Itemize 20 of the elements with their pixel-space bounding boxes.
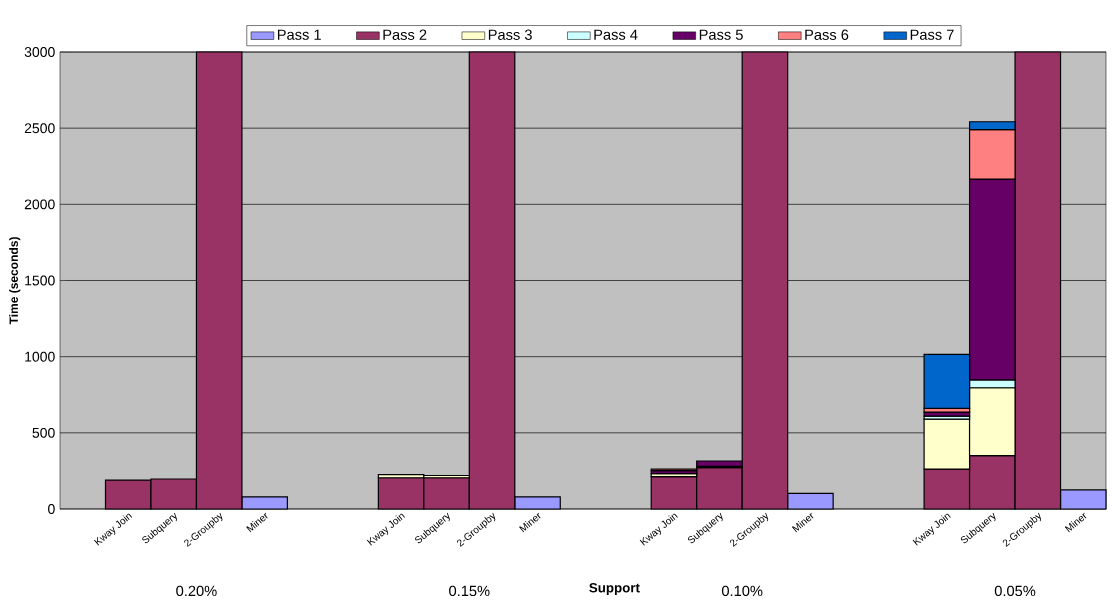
text: 0.10%	[721, 585, 763, 597]
y-tick-label: 0	[48, 504, 55, 514]
y-tick-label: 2500	[24, 123, 55, 134]
legend-label: Pass 1	[277, 29, 321, 40]
legend-label: Pass 7	[910, 29, 954, 40]
legend-label: Pass 5	[699, 29, 743, 40]
y-tick-label: 1500	[25, 275, 55, 286]
y-axis-title: Time (seconds)	[9, 237, 21, 325]
text: 0.15%	[449, 585, 490, 597]
y-tick-label: 3000	[24, 47, 55, 57]
y-tick-label: 1000	[25, 351, 55, 362]
y-tick-label: 2000	[24, 199, 55, 210]
legend-label: Pass 6	[805, 29, 849, 40]
text: 0.05%	[994, 585, 1036, 597]
legend-label: Pass 2	[383, 29, 427, 40]
legend-label: Pass 4	[594, 29, 638, 40]
text: 0.20%	[176, 585, 217, 597]
legend-label: Pass 3	[488, 29, 532, 40]
x-axis-title: Support	[589, 583, 640, 596]
y-tick-label: 500	[32, 427, 55, 438]
